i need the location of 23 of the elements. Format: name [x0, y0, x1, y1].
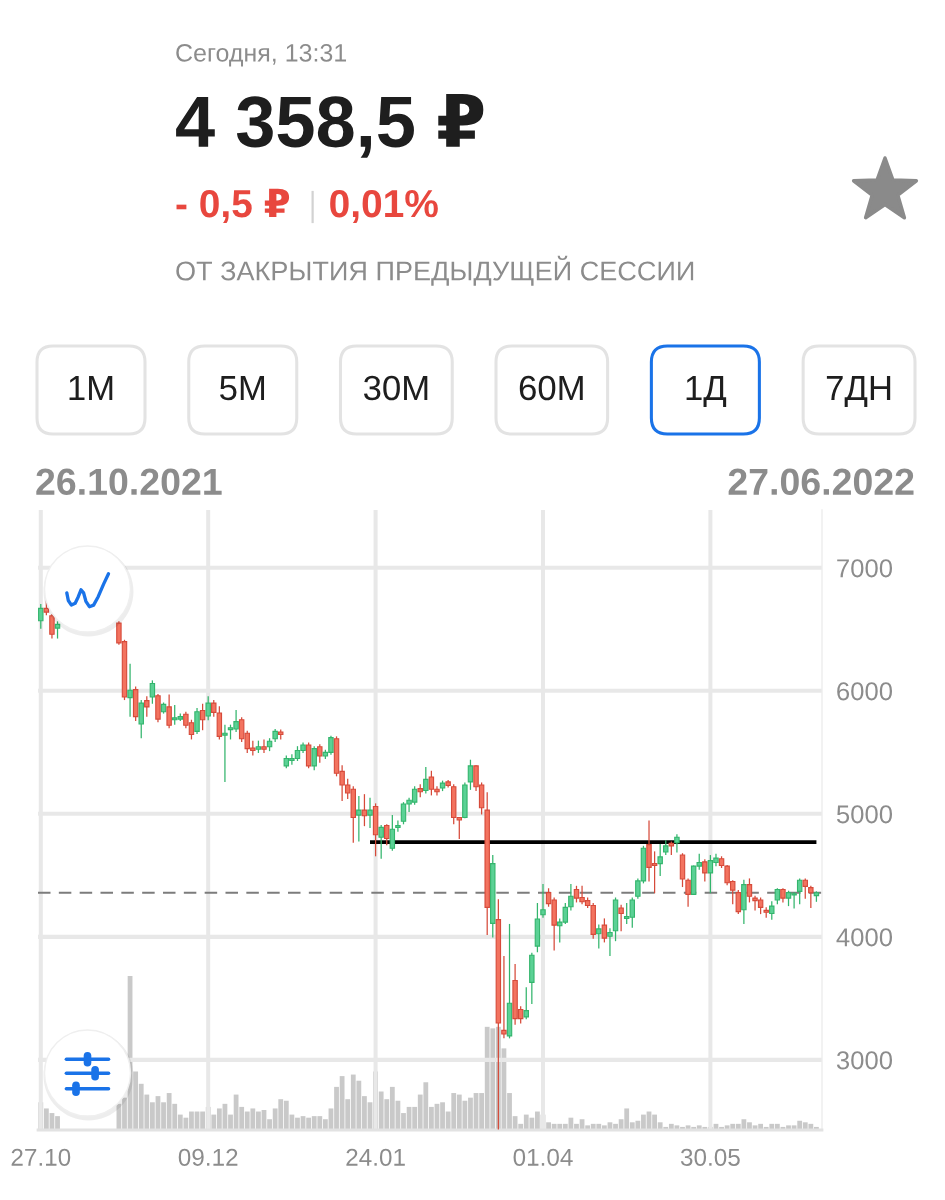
y-tick-label: 6000 — [837, 682, 893, 701]
x-tick-label: 24.01 — [346, 1148, 405, 1166]
text: 4 358,5 ₽ — [176, 94, 484, 158]
x-tick-label: 09.12 — [178, 1148, 238, 1166]
category-label: 30М — [363, 375, 428, 401]
text: 26.10.2021 — [36, 468, 222, 496]
text: 27.06.2022 — [728, 468, 914, 496]
x-tick-label: 01.04 — [513, 1148, 573, 1166]
text: 0,01% — [330, 189, 438, 224]
x-tick-label: 27.10 — [11, 1148, 71, 1166]
category-label: 1Д — [686, 376, 727, 407]
category-label: 1М — [69, 376, 113, 400]
category-label: 5М — [220, 376, 265, 401]
y-tick-label: 3000 — [836, 1051, 893, 1070]
text: ОТ ЗАКРЫТИЯ ПРЕДЫДУЩЕЙ СЕССИИ — [176, 255, 694, 286]
category-label: 7ДН — [826, 376, 891, 407]
text: - 0,5 ₽ — [176, 188, 290, 224]
y-tick-label: 7000 — [837, 559, 893, 578]
text: Сегодня, 13:31 — [176, 44, 347, 67]
x-tick-label: 30.05 — [680, 1148, 740, 1166]
category-label: 60М — [519, 375, 583, 401]
y-tick-label: 5000 — [836, 805, 893, 824]
y-tick-label: 4000 — [836, 928, 893, 947]
